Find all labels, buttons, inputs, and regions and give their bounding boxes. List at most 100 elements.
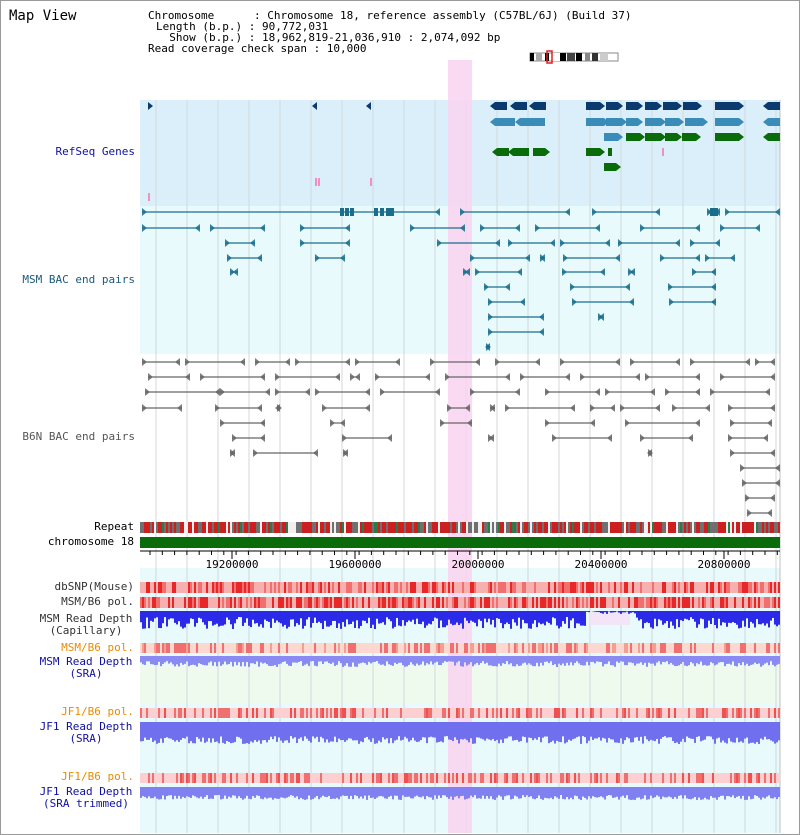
msm-pol2-cell (592, 643, 594, 653)
msm-bac-pair-end (565, 208, 570, 216)
jf1-pol-cell (166, 708, 168, 718)
repeat-element (340, 522, 342, 533)
track-label-msm-depth-sra[interactable]: MSM Read Depth (SRA) (30, 656, 142, 680)
repeat-element (672, 522, 674, 533)
track-label-msm-depth-cap[interactable]: MSM Read Depth (Capillary) (30, 613, 142, 637)
repeat-element (542, 522, 544, 533)
jf1-depth-sra-bar (308, 722, 310, 741)
jf1-depth-sra-bar (454, 722, 456, 738)
msm-pol-cell (344, 597, 346, 608)
dbsnp-cell (388, 582, 390, 593)
jf1-pol-cell (648, 708, 650, 718)
msm-depth-sra-bar (250, 656, 252, 664)
jf1-depth-trim-bar (466, 787, 468, 799)
jf1-depth-sra-bar (470, 722, 472, 739)
jf1-pol2-cell (714, 773, 716, 783)
jf1-depth-sra-bar (762, 722, 764, 740)
msm-bac-pair-end (517, 268, 522, 276)
track-label-jf1-depth-trim[interactable]: JF1 Read Depth (SRA trimmed) (30, 786, 142, 810)
jf1-depth-sra-bar (322, 722, 324, 739)
repeat-element (218, 522, 220, 533)
jf1-pol2-cell (510, 773, 512, 783)
msm-depth-sra-bar (748, 656, 750, 666)
dbsnp-cell (746, 582, 748, 593)
track-label-msm-bac[interactable]: MSM BAC end pairs (22, 273, 135, 286)
jf1-depth-sra-bar (152, 722, 154, 742)
jf1-pol2-cell (550, 773, 552, 783)
track-label-repeat[interactable]: Repeat (94, 520, 134, 533)
track-label-jf1-depth-sra[interactable]: JF1 Read Depth (SRA) (30, 721, 142, 745)
jf1-depth-trim-bar (152, 787, 154, 799)
msm-pol-cell (178, 597, 180, 608)
track-label-dbsnp[interactable]: dbSNP(Mouse) (54, 580, 134, 593)
dbsnp-cell (300, 582, 302, 593)
jf1-pol-cell (754, 708, 756, 718)
jf1-pol-cell (270, 708, 272, 718)
jf1-pol-cell (258, 708, 260, 718)
track-label-msm-pol[interactable]: MSM/B6 pol. (61, 595, 134, 608)
jf1-depth-trim-bar (186, 787, 188, 797)
jf1-depth-sra-bar (574, 722, 576, 739)
msm-depth-cap-bar (644, 611, 646, 624)
track-label-jf1-pol2[interactable]: JF1/B6 pol. (61, 770, 134, 783)
track-label-msm-pol2[interactable]: MSM/B6 pol. (61, 641, 134, 654)
b6n-bac-pair-end (200, 373, 205, 381)
msm-pol2-cell (486, 643, 488, 653)
repeat-element (386, 522, 388, 533)
jf1-pol2-cell (602, 773, 604, 783)
msm-pol2-cell (426, 643, 428, 653)
track-label-chromosome[interactable]: chromosome 18 (47, 535, 134, 548)
msm-pol-cell (144, 597, 146, 608)
msm-depth-sra-bar (594, 656, 596, 664)
jf1-pol2-cell (600, 773, 602, 783)
b6n-bac-pair-end (260, 373, 265, 381)
msm-depth-sra-bar (260, 656, 262, 663)
msm-pol2-cell (344, 643, 346, 653)
jf1-depth-trim-bar (554, 787, 556, 797)
msm-depth-sra-bar (236, 656, 238, 666)
msm-pol-cell (160, 597, 162, 608)
repeat-element (366, 522, 368, 533)
jf1-pol2-cell (618, 773, 620, 783)
msm-pol2-cell (596, 643, 598, 653)
msm-depth-cap-bar (356, 611, 358, 621)
msm-pol2-cell (384, 643, 386, 653)
jf1-depth-sra-bar (430, 722, 432, 737)
repeat-element (692, 522, 694, 533)
jf1-depth-trim-bar (458, 787, 460, 799)
jf1-depth-sra-bar (696, 722, 698, 737)
track-label-b6n-bac[interactable]: B6N BAC end pairs (22, 430, 135, 443)
jf1-depth-trim-bar (658, 787, 660, 797)
repeat-element (618, 522, 620, 533)
gene-feature (768, 102, 780, 110)
b6n-bac-pair-end (365, 404, 370, 412)
jf1-depth-trim-bar (238, 787, 240, 797)
jf1-pol-cell (700, 708, 702, 718)
msm-depth-sra-bar (678, 656, 680, 666)
track-label-refseq[interactable]: RefSeq Genes (55, 145, 135, 158)
msm-pol2-cell (722, 643, 724, 653)
repeat-element (242, 522, 244, 533)
repeat-element (648, 522, 650, 533)
jf1-pol-cell (206, 708, 208, 718)
msm-depth-cap-bar (562, 611, 564, 622)
jf1-pol-cell (714, 708, 716, 718)
jf1-depth-trim-bar (470, 787, 472, 796)
msm-pol-cell (340, 597, 342, 608)
jf1-depth-trim-bar (476, 787, 478, 799)
jf1-depth-sra-bar (284, 722, 286, 741)
jf1-pol-cell (596, 708, 598, 718)
msm-depth-cap-bar (482, 611, 484, 629)
jf1-depth-sra-bar (238, 722, 240, 738)
jf1-pol2-cell (194, 773, 196, 783)
jf1-pol-cell (750, 708, 752, 718)
jf1-pol2-cell (646, 773, 648, 783)
msm-pol2-cell (412, 643, 414, 653)
jf1-depth-sra-bar (310, 722, 312, 743)
b6n-bac-pair-end (770, 358, 775, 366)
jf1-pol2-cell (588, 773, 590, 783)
msm-bac-pair-end (460, 208, 465, 216)
track-label-jf1-pol[interactable]: JF1/B6 pol. (61, 705, 134, 718)
jf1-pol2-cell (620, 773, 622, 783)
